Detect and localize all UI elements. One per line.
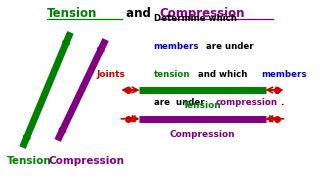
Text: members: members bbox=[154, 42, 199, 51]
Text: Tension: Tension bbox=[183, 101, 222, 110]
Text: are under: are under bbox=[203, 42, 254, 51]
Text: tension: tension bbox=[154, 70, 190, 79]
Text: Compression: Compression bbox=[48, 156, 124, 166]
Text: .: . bbox=[280, 98, 284, 107]
Text: members: members bbox=[261, 70, 306, 79]
Text: and which: and which bbox=[195, 70, 250, 79]
Text: Tension: Tension bbox=[47, 7, 98, 20]
Text: Determine which: Determine which bbox=[154, 14, 236, 23]
Text: Tension: Tension bbox=[6, 156, 51, 166]
Text: compression: compression bbox=[216, 98, 278, 107]
Text: Compression: Compression bbox=[159, 7, 245, 20]
Text: Joints: Joints bbox=[96, 70, 125, 79]
Text: Compression: Compression bbox=[170, 130, 235, 139]
Text: are  under: are under bbox=[154, 98, 207, 107]
Text: and: and bbox=[123, 7, 156, 20]
